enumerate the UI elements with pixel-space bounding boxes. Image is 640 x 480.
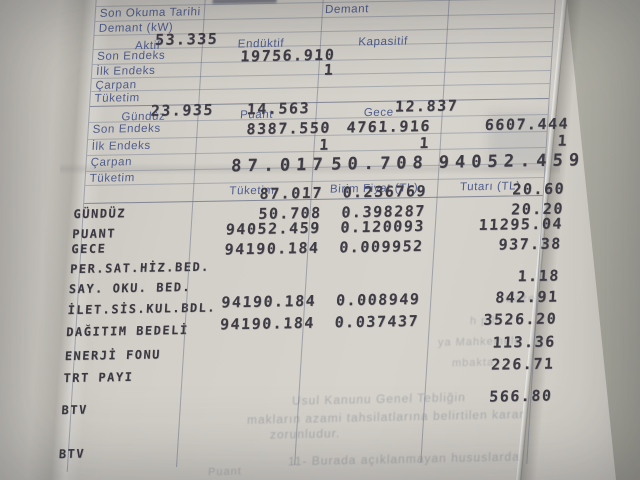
charge-label: BTV [61, 402, 89, 418]
charge-row-btv-2: BTV [58, 436, 528, 464]
value-ilk-endeks-gece: 1 [557, 131, 569, 150]
value-puant-summary: 14.563 [246, 99, 311, 119]
charge-consumption: 94190.184 [219, 313, 316, 334]
charge-amount: 3526.20 [482, 309, 558, 329]
charge-amount: 566.80 [488, 386, 554, 406]
charge-label: TRT PAYI [63, 369, 134, 386]
charge-consumption: 94190.184 [220, 291, 317, 312]
charge-consumption: 94190.184 [224, 238, 321, 259]
charge-unit-price: 0.008949 [335, 289, 421, 310]
charge-amount: 937.38 [497, 234, 563, 254]
charge-unit-price: 0.009952 [338, 236, 425, 257]
ink-smudge [488, 112, 552, 167]
charge-label: GECE [70, 241, 107, 257]
charge-consumption: 94052.459 [225, 218, 322, 239]
charge-amount: 226.71 [490, 354, 555, 374]
value-son-endeks-gece: 6607.444 [484, 114, 570, 135]
value-son-endeks-puant: 4761.916 [346, 116, 432, 137]
charge-amount: 842.91 [494, 287, 560, 307]
charge-unit-price: 0.120093 [339, 216, 426, 237]
charge-label: ENERJİ FONU [64, 347, 162, 364]
charge-label: DAĞITIM BEDELİ [65, 322, 190, 340]
charge-label: BTV [58, 446, 86, 462]
charge-unit-price: 0.236769 [342, 181, 428, 202]
charge-amount: 113.36 [491, 332, 557, 352]
label-son-okuma-tarihi: Son Okuma Tarihi [99, 6, 202, 20]
value-ilk-endeks-puant: 1 [418, 133, 431, 153]
charge-amount: 11295.04 [478, 214, 564, 235]
charge-row-btv: BTV 566.80 [61, 387, 553, 420]
charge-amount: 1.18 [517, 266, 561, 286]
label-tuketim: Tüketim [89, 172, 136, 185]
charge-label: SAY. OKU. BED. [68, 279, 192, 297]
charge-unit-price: 0.037437 [334, 311, 420, 332]
charge-label: GÜNDÜZ [73, 206, 127, 222]
charge-label: İLET.SİS.KUL.BDL. [67, 300, 217, 318]
charge-amount: 20.60 [511, 179, 566, 199]
bill-table: Son Okuma Tarihi Demant Demant (kW) Akti… [58, 0, 586, 472]
charge-consumption: 87.017 [259, 183, 324, 203]
fold-shadow [60, 163, 560, 175]
charge-label: PER.SAT.HİZ.BED. [69, 259, 211, 277]
header-demant: Demant [324, 3, 370, 16]
